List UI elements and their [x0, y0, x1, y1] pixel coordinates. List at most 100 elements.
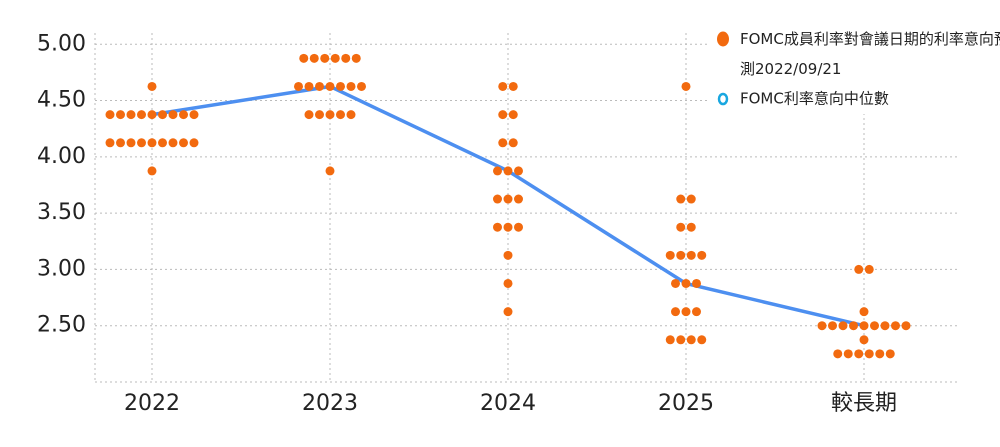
dot	[137, 138, 146, 148]
dot	[503, 307, 513, 317]
dot	[885, 349, 895, 359]
dot	[493, 194, 502, 204]
dot	[168, 138, 178, 148]
legend-label-part: 測2022/09/21	[740, 60, 841, 78]
y-tick-label: 2.50	[37, 313, 86, 338]
dot	[126, 110, 136, 120]
y-tick-label: 4.00	[37, 144, 86, 169]
x-tick-label: 2024	[480, 391, 536, 416]
dot	[875, 349, 885, 359]
dot	[147, 81, 157, 91]
legend-label: FOMC利率意向中位數	[740, 90, 889, 108]
y-tick-label: 5.00	[37, 31, 86, 56]
dot	[508, 138, 518, 148]
dot	[304, 110, 314, 120]
dot	[309, 53, 319, 63]
legend-bg	[710, 22, 970, 114]
dot	[514, 194, 523, 204]
dot	[147, 138, 157, 148]
dot	[304, 81, 314, 91]
dot	[179, 110, 188, 120]
dot	[665, 250, 675, 260]
dot	[833, 349, 843, 359]
dot	[503, 166, 513, 176]
dot	[498, 138, 508, 148]
dot	[859, 307, 869, 317]
legend-marker	[717, 92, 729, 106]
x-tick-label: 2023	[302, 391, 358, 416]
dot	[901, 321, 911, 331]
dot	[686, 335, 696, 345]
dot	[346, 81, 356, 91]
dot	[870, 321, 879, 331]
dot	[671, 278, 680, 288]
dot	[514, 222, 523, 232]
dot	[498, 81, 508, 91]
dot	[147, 110, 157, 120]
dot	[681, 278, 691, 288]
dot	[891, 321, 900, 331]
dot	[676, 335, 686, 345]
dot	[697, 335, 707, 345]
dot	[854, 349, 864, 359]
dot	[147, 166, 157, 176]
dot	[859, 335, 869, 345]
dot	[880, 321, 890, 331]
legend-label-part: FOMC成員利率對會議日期的利率意向預	[740, 30, 1000, 48]
dot	[503, 250, 513, 260]
dot	[864, 349, 874, 359]
dot	[864, 264, 874, 274]
dot	[503, 278, 513, 288]
dot	[854, 264, 864, 274]
y-tick-label: 4.50	[37, 88, 86, 113]
y-tick-label: 3.00	[37, 256, 86, 281]
dot	[336, 81, 345, 91]
dot	[676, 250, 686, 260]
dot	[676, 222, 686, 232]
dot	[351, 53, 361, 63]
dot	[357, 81, 366, 91]
dot	[341, 53, 351, 63]
dot	[320, 53, 330, 63]
dot	[189, 138, 199, 148]
dot	[859, 321, 869, 331]
dot	[330, 53, 340, 63]
dot	[838, 321, 848, 331]
dot	[116, 138, 125, 148]
dot	[508, 110, 518, 120]
dot	[189, 110, 199, 120]
y-tick-label: 3.50	[37, 200, 86, 225]
dot	[179, 138, 188, 148]
dot	[514, 166, 523, 176]
dot	[676, 194, 686, 204]
dot	[158, 110, 167, 120]
dot	[503, 222, 513, 232]
dot	[299, 53, 309, 63]
dot	[105, 110, 115, 120]
dot	[817, 321, 827, 331]
dot	[346, 110, 356, 120]
dot	[158, 138, 167, 148]
dot	[681, 307, 691, 317]
dot	[105, 138, 115, 148]
dot	[665, 335, 675, 345]
dot	[503, 194, 513, 204]
dot	[508, 81, 518, 91]
dot	[493, 166, 502, 176]
dot	[325, 166, 335, 176]
dot	[686, 250, 696, 260]
legend-marker	[717, 31, 729, 47]
dot	[137, 110, 146, 120]
dot	[336, 110, 345, 120]
dot	[692, 278, 701, 288]
dot	[686, 222, 696, 232]
dot	[681, 81, 691, 91]
dot	[294, 81, 303, 91]
dot	[325, 81, 335, 91]
dot	[493, 222, 502, 232]
x-tick-label: 較長期	[831, 391, 897, 416]
dot	[315, 81, 324, 91]
dot	[686, 194, 696, 204]
